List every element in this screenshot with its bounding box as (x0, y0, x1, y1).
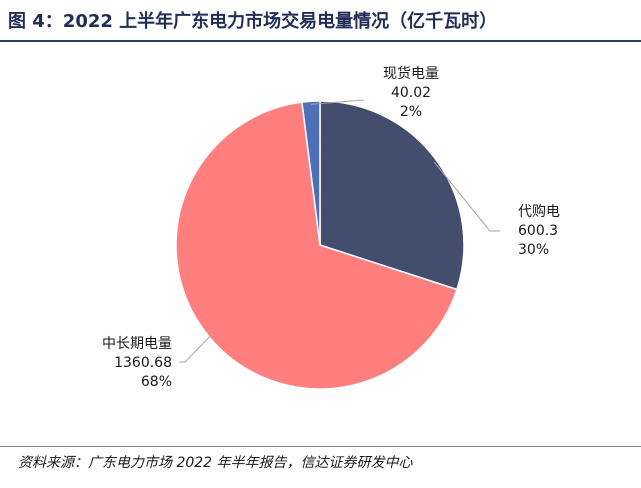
slice-label-percent-2: 2% (400, 104, 422, 120)
slice-label-value-2: 40.02 (391, 85, 431, 101)
slice-label-name-1: 中长期电量 (102, 336, 172, 352)
pie-slice-2 (301, 100, 321, 246)
leader-line-2 (311, 99, 365, 105)
leader-line-1 (179, 334, 212, 363)
slice-label-name-0: 代购电 (518, 204, 560, 220)
pie-chart: 代购电 600.3 30% 中长期电量 1360.68 68% 现货电量 40.02 2% (102, 65, 560, 390)
title-rule (0, 40, 641, 42)
source-rule (0, 446, 641, 447)
slice-label-value-1: 1360.68 (114, 355, 172, 371)
slice-label-name-2: 现货电量 (383, 65, 439, 82)
leader-line-0 (433, 161, 500, 232)
figure-title: 图 4：2022 上半年广东电力市场交易电量情况（亿千瓦时） (8, 11, 498, 32)
pie-slice-0 (319, 100, 465, 291)
slice-label-value-0: 600.3 (518, 223, 558, 239)
slice-label-percent-0: 30% (518, 242, 549, 258)
slice-label-percent-1: 68% (141, 374, 172, 390)
source-note: 资料来源：广东电力市场 2022 年半年报告，信达证券研发中心 (18, 455, 413, 471)
